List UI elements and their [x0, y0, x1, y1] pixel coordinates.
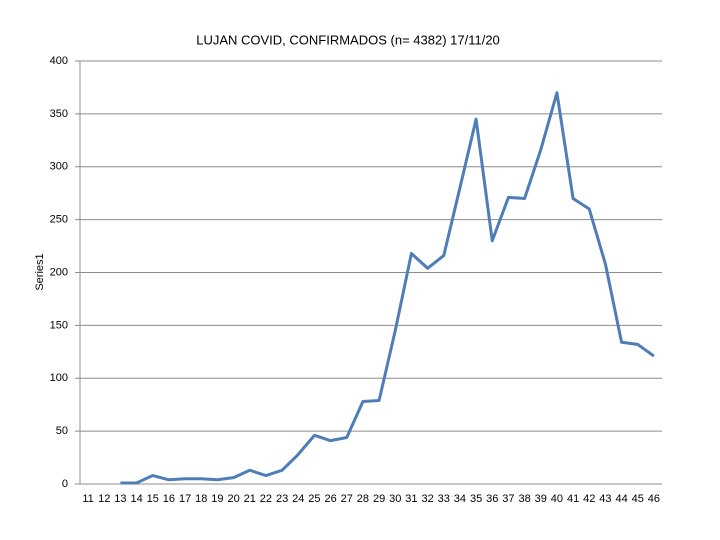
x-tick-label: 22 [260, 493, 272, 505]
x-tick-label: 46 [648, 493, 660, 505]
x-tick-label: 31 [405, 493, 417, 505]
x-tick-label: 25 [308, 493, 320, 505]
x-tick-label: 34 [454, 493, 466, 505]
x-tick-label: 16 [163, 493, 175, 505]
x-tick-label: 33 [438, 493, 450, 505]
x-tick-label: 45 [632, 493, 644, 505]
x-tick-label: 13 [114, 493, 126, 505]
x-tick-label: 26 [324, 493, 336, 505]
x-tick-label: 14 [130, 493, 142, 505]
x-tick-label: 39 [535, 493, 547, 505]
x-tick-label: 20 [227, 493, 239, 505]
x-tick-label: 36 [486, 493, 498, 505]
x-tick-label: 43 [599, 493, 611, 505]
x-tick-label: 35 [470, 493, 482, 505]
y-tick-label: 350 [50, 108, 68, 120]
x-tick-label: 21 [244, 493, 256, 505]
x-tick-label: 32 [421, 493, 433, 505]
y-axis-label: Series1 [34, 253, 46, 290]
y-tick-label: 300 [50, 161, 68, 173]
x-tick-label: 37 [502, 493, 514, 505]
y-tick-label: 100 [50, 372, 68, 384]
x-tick-label: 24 [292, 493, 304, 505]
x-tick-label: 27 [341, 493, 353, 505]
x-tick-label: 44 [615, 493, 627, 505]
x-tick-label: 12 [98, 493, 110, 505]
y-tick-label: 250 [50, 214, 68, 226]
x-tick-label: 30 [389, 493, 401, 505]
y-tick-label: 150 [50, 319, 68, 331]
x-tick-label: 23 [276, 493, 288, 505]
x-tick-label: 42 [583, 493, 595, 505]
x-tick-label: 19 [211, 493, 223, 505]
x-tick-label: 40 [551, 493, 563, 505]
y-tick-label: 400 [50, 55, 68, 67]
x-tick-label: 18 [195, 493, 207, 505]
y-tick-label: 0 [62, 478, 68, 490]
x-tick-label: 29 [373, 493, 385, 505]
x-tick-label: 11 [82, 493, 93, 505]
y-tick-label: 50 [56, 425, 68, 437]
x-tick-label: 28 [357, 493, 369, 505]
chart-title: LUJAN COVID, CONFIRMADOS (n= 4382) 17/11… [196, 32, 500, 47]
x-tick-label: 15 [147, 493, 159, 505]
y-tick-label: 200 [50, 266, 68, 278]
data-line [120, 91, 655, 485]
x-tick-label: 38 [518, 493, 530, 505]
x-tick-label: 41 [567, 493, 579, 505]
x-tick-label: 17 [179, 493, 191, 505]
